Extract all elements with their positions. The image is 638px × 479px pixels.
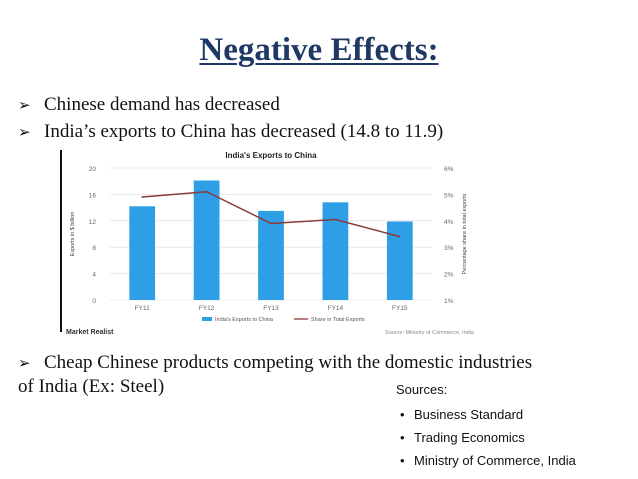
bar-fy14 xyxy=(322,202,349,300)
bullet-continuation: of India (Ex: Steel) xyxy=(18,376,165,397)
arrow-bullet-icon: ➢ xyxy=(18,123,31,141)
share-point xyxy=(334,218,337,221)
share-point xyxy=(141,196,143,198)
x-tick-label: FY12 xyxy=(199,305,215,312)
exports-chart-svg: India's Exports to China 0 4 8 12 16 20 1% 2% 3% 4… xyxy=(66,151,475,336)
y-tick-label: 0 xyxy=(92,298,96,305)
y-tick-label: 20 xyxy=(89,166,97,173)
y2-tick-label: 5% xyxy=(444,192,454,199)
bullet-cheap-products: ➢ Cheap Chinese products competing with t… xyxy=(18,352,532,374)
share-point xyxy=(399,235,401,238)
bar-fy12 xyxy=(193,180,220,300)
chart-title: India's Exports to China xyxy=(225,151,317,160)
sources-box: Sources: Business Standard Trading Econo… xyxy=(396,382,576,476)
bullet-text: India’s exports to China has decreased (… xyxy=(44,121,444,142)
bullet-exports-decreased: ➢ India’s exports to China has decreased … xyxy=(18,121,443,143)
x-tick-label: FY11 xyxy=(135,305,150,312)
y2-tick-label: 4% xyxy=(444,219,454,226)
legend-line-label: Share in Total Exports xyxy=(311,317,365,323)
y2-tick-label: 6% xyxy=(444,166,454,173)
chart-source-label: Source: Ministry of Commerce, India xyxy=(385,330,475,336)
y-tick-label: 12 xyxy=(89,219,97,226)
y-tick-label: 16 xyxy=(89,192,97,199)
y-axis-label: Exports in $ billion xyxy=(70,212,76,257)
share-point xyxy=(205,190,208,193)
y2-tick-label: 3% xyxy=(444,245,454,252)
y-tick-label: 4 xyxy=(92,272,96,279)
legend-bar-label: India's Exports to China xyxy=(215,317,274,323)
source-item: Trading Economics xyxy=(396,430,576,445)
sources-list: Business Standard Trading Economics Mini… xyxy=(396,407,576,468)
y-tick-label: 8 xyxy=(92,245,96,252)
legend-bar-swatch xyxy=(202,317,212,321)
bar-fy13 xyxy=(258,210,284,300)
slide-title: Negative Effects: xyxy=(199,32,439,68)
chart-left-rule xyxy=(60,150,62,332)
source-item: Business Standard xyxy=(396,407,576,422)
bullet-text: Chinese demand has decreased xyxy=(44,94,280,115)
x-tick-label: FY14 xyxy=(328,305,344,312)
bullet-text: Cheap Chinese products competing with th… xyxy=(44,352,533,373)
source-item: Ministry of Commerce, India xyxy=(396,453,576,468)
arrow-bullet-icon: ➢ xyxy=(18,354,31,372)
bar-fy11 xyxy=(129,206,156,300)
branding-label: Market Realist xyxy=(66,329,114,336)
bar-fy15 xyxy=(386,221,413,300)
y2-tick-label: 1% xyxy=(444,298,454,305)
y2-tick-label: 2% xyxy=(444,272,454,279)
exports-chart: India's Exports to China 0 4 8 12 16 20 1% 2% 3% 4… xyxy=(62,144,480,339)
y2-axis-label: Percentage share in total exports xyxy=(462,193,468,274)
share-point xyxy=(270,222,272,225)
bullet-chinese-demand: ➢ Chinese demand has decreased xyxy=(18,94,280,116)
x-tick-label: FY15 xyxy=(392,305,408,312)
sources-heading: Sources: xyxy=(396,382,448,397)
x-tick-label: FY13 xyxy=(263,305,279,312)
arrow-bullet-icon: ➢ xyxy=(18,96,31,114)
